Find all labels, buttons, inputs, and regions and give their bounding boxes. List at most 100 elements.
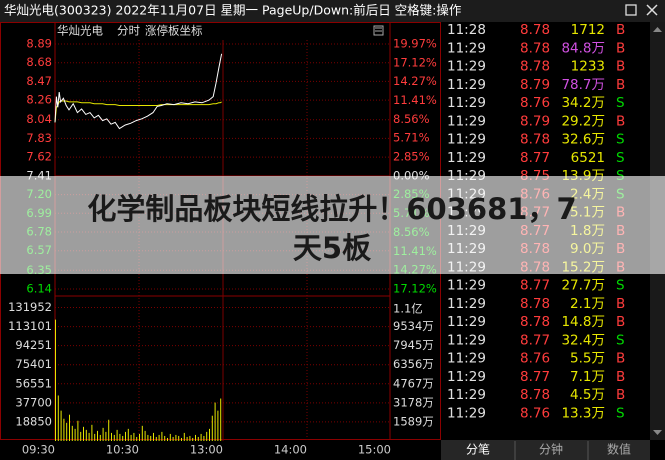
trade-time: 11:29 <box>447 296 486 312</box>
volume-bar <box>94 433 96 441</box>
volume-bar <box>181 437 182 441</box>
volume-y2-tick-label: 4767万 <box>393 376 434 390</box>
trade-side: B <box>616 22 625 38</box>
trade-side: B <box>616 113 625 129</box>
scroll-down[interactable] <box>653 430 662 435</box>
y2-tick-label: 8.56% <box>393 112 430 126</box>
y-tick-label: 8.47 <box>26 74 52 88</box>
volume-bar <box>141 425 143 441</box>
trade-time: 11:29 <box>447 332 486 348</box>
headline: 天5板 <box>293 231 372 265</box>
average-line <box>54 100 222 123</box>
trade-side: B <box>616 351 625 367</box>
volume-bar <box>150 435 152 441</box>
trade-side: S <box>616 405 625 421</box>
y2-tick-label: 17.12% <box>393 55 437 69</box>
volume-bar <box>167 437 168 441</box>
trade-price: 8.78 <box>520 59 550 75</box>
volume-bar <box>153 432 154 441</box>
trade-price: 8.79 <box>520 77 550 93</box>
maximize-button[interactable] <box>625 4 637 16</box>
y2-tick-label: 19.97% <box>393 37 437 51</box>
trade-side: S <box>616 95 625 111</box>
volume-bar <box>203 435 205 441</box>
trade-volume: 2.1万 <box>570 296 605 312</box>
volume-bar <box>164 435 166 441</box>
trade-price: 8.78 <box>520 314 550 330</box>
trade-time: 11:29 <box>447 40 486 56</box>
trade-price: 8.78 <box>520 40 550 56</box>
y2-tick-label: 5.71% <box>393 131 430 145</box>
tab[interactable]: 数值 <box>607 442 631 457</box>
volume-bar <box>195 434 196 441</box>
trade-price: 8.76 <box>520 95 550 111</box>
volume-y2-tick-label: 6356万 <box>393 357 434 371</box>
trade-volume: 34.2万 <box>561 95 605 111</box>
trade-volume: 5.5万 <box>570 351 605 367</box>
volume-bar <box>155 436 157 441</box>
trade-side: B <box>616 296 625 312</box>
volume-y2-tick-label: 7945万 <box>393 338 434 352</box>
volume-bar <box>133 432 135 441</box>
trade-price: 8.78 <box>520 387 550 403</box>
volume-bar <box>111 432 112 441</box>
trade-time: 11:29 <box>447 405 486 421</box>
volume-bar <box>206 431 208 441</box>
volume-bar <box>183 432 185 441</box>
trade-volume: 6521 <box>571 150 605 166</box>
trade-price: 8.76 <box>520 351 550 367</box>
y-tick-label: 8.26 <box>26 93 52 107</box>
volume-bar <box>69 414 70 441</box>
volume-bar <box>80 431 82 441</box>
trade-side: B <box>616 314 625 330</box>
volume-bar <box>139 433 140 441</box>
panel-option-button[interactable] <box>373 25 384 36</box>
trade-side: S <box>616 150 625 166</box>
volume-bar <box>127 428 129 441</box>
trade-price: 8.77 <box>520 278 550 294</box>
trade-price: 8.78 <box>520 132 550 148</box>
trade-time: 11:29 <box>447 132 486 148</box>
scroll-up[interactable] <box>653 27 662 32</box>
volume-bar <box>147 434 149 441</box>
close-button[interactable] <box>646 4 658 16</box>
volume-bar <box>99 434 101 441</box>
trade-time: 11:29 <box>447 314 486 330</box>
volume-tick-label: 56551 <box>15 376 52 390</box>
trade-time: 11:29 <box>447 59 486 75</box>
title-bar <box>0 0 665 22</box>
trade-volume: 1233 <box>571 59 605 75</box>
tab[interactable]: 分笔 <box>466 442 490 457</box>
volume-bar <box>108 419 110 441</box>
volume-bar <box>214 402 216 441</box>
volume-tick-label: 75401 <box>15 357 52 371</box>
window-title: 华灿光电(300323) 2022年11月07日 星期一 PageUp/Down… <box>4 3 462 18</box>
volume-bar <box>178 435 180 441</box>
trade-time: 11:29 <box>447 113 486 129</box>
volume-bar <box>116 429 118 441</box>
tab[interactable]: 分钟 <box>539 442 563 457</box>
volume-bar <box>74 428 76 441</box>
volume-bar <box>125 431 126 441</box>
volume-bar <box>91 424 93 441</box>
trade-volume: 1712 <box>571 22 605 38</box>
volume-y2-tick-label: 1589万 <box>393 414 434 428</box>
trade-volume: 78.7万 <box>561 77 605 93</box>
volume-bar <box>209 428 210 441</box>
volume-bar <box>97 430 98 441</box>
x-tick-label: 13:00 <box>190 443 223 457</box>
trade-time: 11:29 <box>447 278 486 294</box>
volume-y2-tick-label: 1.1亿 <box>393 302 423 316</box>
volume-bar <box>57 395 59 441</box>
trade-time: 11:29 <box>447 387 486 403</box>
trade-price: 8.77 <box>520 332 550 348</box>
y-tick-label: 6.14 <box>26 282 52 296</box>
x-tick-label: 14:00 <box>274 443 307 457</box>
y-tick-label: 7.62 <box>26 150 52 164</box>
volume-bar <box>71 425 73 441</box>
y2-tick-label: 11.41% <box>393 93 437 107</box>
y-tick-label: 8.89 <box>26 37 52 51</box>
volume-tick-label: 18850 <box>15 414 52 428</box>
price-line <box>54 53 223 130</box>
